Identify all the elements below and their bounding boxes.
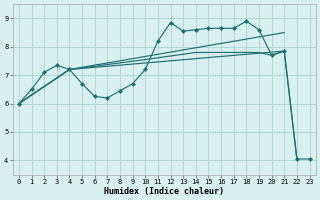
X-axis label: Humidex (Indice chaleur): Humidex (Indice chaleur) xyxy=(104,187,224,196)
